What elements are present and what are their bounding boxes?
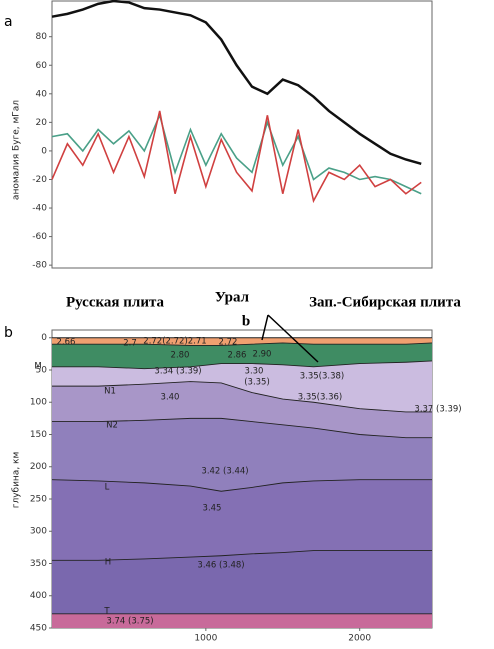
layer-label: 2.66 [57, 338, 76, 348]
y-tick-label: -20 [32, 175, 47, 185]
data-line [51, 110, 422, 204]
layer-label: H [105, 558, 111, 568]
layer-boundary [52, 381, 432, 413]
layer-label: 2.80 [171, 351, 190, 361]
y-tick-label: -80 [32, 261, 47, 271]
x-tick-label: 1000 [194, 634, 217, 644]
layer-boundary [52, 550, 432, 561]
y-tick-label: -40 [32, 204, 47, 214]
y-axis-label: глубина, км [12, 452, 22, 509]
y-tick-label: 100 [30, 398, 47, 408]
layer-label: 2.72(2.72)2.71 [143, 337, 206, 347]
layer-label: 2.90 [253, 350, 272, 360]
region-label: b [242, 313, 250, 329]
layer-label: 3.35(3.36) [298, 393, 342, 403]
layer-label: 3.37 (3.39) [414, 405, 461, 415]
plot-area [51, 0, 433, 269]
layer-label: 3.30 [245, 367, 264, 377]
region-label: Зап.-Сибирская плита [309, 294, 461, 310]
y-tick-label: 300 [30, 527, 47, 537]
layer-label: 3.45 [203, 504, 222, 514]
y-tick-label: 200 [30, 462, 47, 472]
layer-label: (3.35) [244, 378, 270, 388]
y-tick-label: 0 [41, 146, 47, 156]
layer-label: 3.34 (3.39) [154, 367, 201, 377]
layer-label: 2.72 [219, 338, 238, 348]
y-tick-label: 150 [30, 430, 47, 440]
panel-letter: b [4, 325, 13, 341]
data-line [51, 0, 422, 165]
layer-label: 3.74 (3.75) [106, 617, 153, 627]
layer-label: 2.7 [123, 339, 137, 349]
y-tick-label: 350 [30, 559, 47, 569]
layer-boundary [52, 360, 433, 370]
layer-label: T [103, 607, 110, 617]
layer-fill [52, 613, 432, 628]
layer-label: 3.40 [161, 393, 180, 403]
y-tick-label: 20 [36, 118, 48, 128]
layer-fill [52, 550, 432, 628]
y-tick-label: 450 [30, 624, 47, 634]
y-tick-label: 250 [30, 494, 47, 504]
y-tick-label: 80 [36, 32, 48, 42]
y-tick-label: 0 [41, 333, 47, 343]
y-tick-label: 60 [36, 61, 48, 71]
layer-label: N2 [106, 421, 118, 431]
layer-label: 3.42 (3.44) [201, 467, 248, 477]
layer-label: N1 [104, 387, 116, 397]
layer-boundary [52, 417, 432, 439]
y-tick-label: -60 [32, 232, 47, 242]
y-tick-label: 50 [36, 365, 48, 375]
y-axis-label: аномалия Буге, мГал [12, 100, 22, 200]
data-line [51, 112, 422, 195]
y-tick-label: 400 [30, 591, 47, 601]
x-tick-label: 2000 [348, 634, 371, 644]
layer-label: 3.46 (3.48) [197, 561, 244, 571]
region-label: Русская плита [66, 294, 165, 310]
layer-boundary [52, 342, 433, 346]
region-label: Урал [215, 289, 250, 305]
layer-boundary [51, 479, 432, 492]
panel-letter: a [4, 14, 13, 30]
pointer [261, 314, 319, 363]
layer-label: 3.35(3.38) [300, 372, 344, 382]
layer-label: 2.86 [228, 351, 247, 361]
layer-label: L [105, 483, 110, 493]
y-tick-label: 40 [36, 89, 48, 99]
layer-label: M [34, 362, 41, 372]
